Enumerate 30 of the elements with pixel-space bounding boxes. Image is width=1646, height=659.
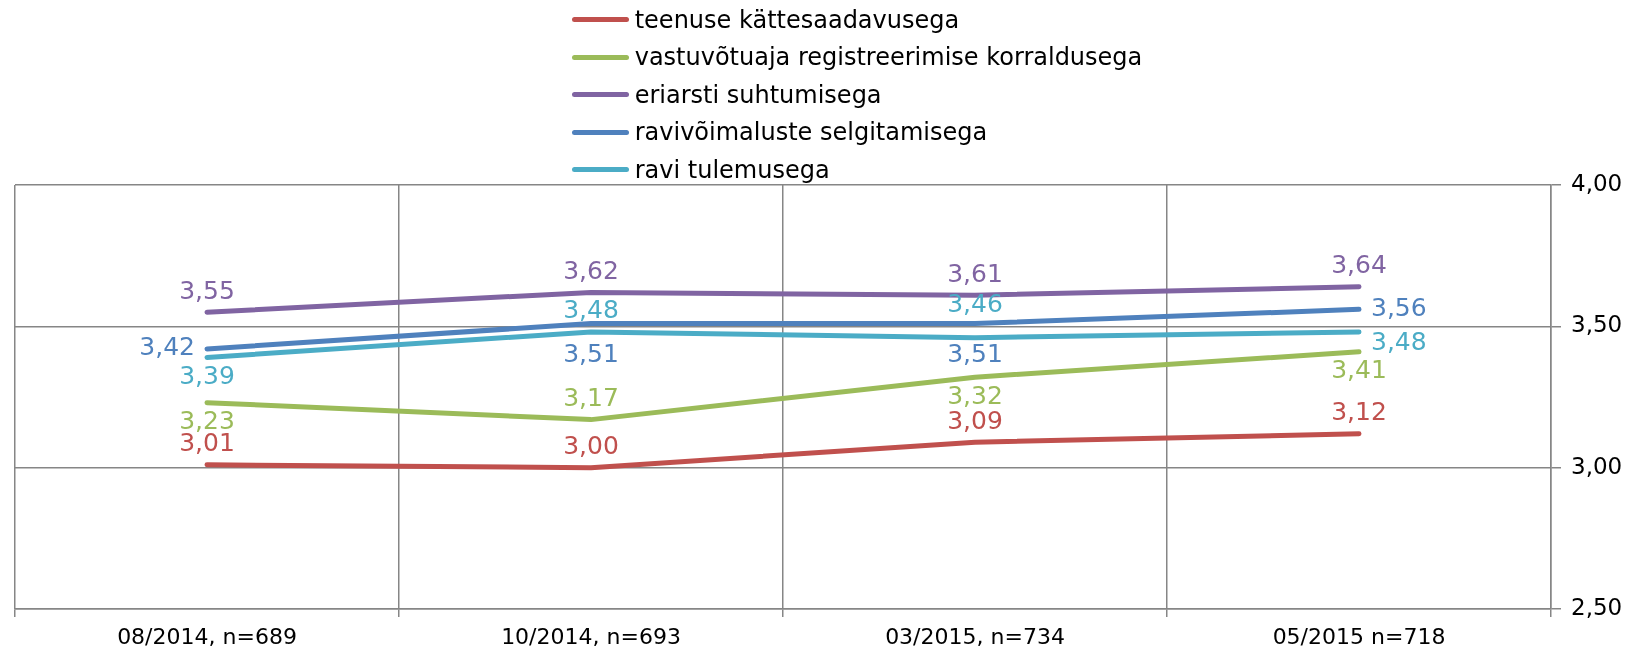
x-tick-label: 10/2014, n=693 (501, 623, 681, 649)
data-label: 3,51 (947, 339, 1003, 369)
data-label: 3,62 (563, 255, 619, 285)
data-label: 3,51 (563, 339, 619, 369)
data-label: 3,48 (1371, 327, 1427, 357)
legend-label: ravivõimaluste selgitamisega (634, 118, 988, 147)
data-label: 3,42 (139, 332, 195, 362)
data-label: 3,64 (1331, 250, 1387, 280)
x-tick-label: 08/2014, n=689 (117, 623, 297, 649)
data-label: 3,17 (563, 383, 619, 413)
legend-label: ravi tulemusega (634, 155, 830, 184)
data-label: 3,61 (947, 258, 1003, 288)
data-label: 3,46 (947, 289, 1003, 319)
data-label: 3,32 (947, 380, 1003, 410)
data-label: 3,00 (563, 431, 619, 461)
y-tick-label: 3,00 (1571, 452, 1623, 479)
data-label: 3,39 (179, 360, 235, 390)
data-label: 3,41 (1331, 355, 1387, 385)
data-label: 3,48 (563, 295, 619, 325)
legend-label: vastuvõtuaja registreerimise korraldusega (634, 43, 1143, 72)
y-tick-label: 3,50 (1571, 311, 1623, 338)
legend-label: eriarsti suhtumisega (634, 80, 882, 109)
data-label: 3,55 (179, 275, 235, 305)
y-tick-label: 2,50 (1571, 593, 1623, 620)
legend-label: teenuse kättesaadavusega (634, 5, 960, 34)
data-label: 3,12 (1331, 397, 1387, 427)
data-label: 3,56 (1371, 292, 1427, 322)
x-tick-label: 03/2015, n=734 (885, 623, 1065, 649)
x-tick-label: 05/2015 n=718 (1272, 623, 1446, 649)
y-tick-label: 4,00 (1571, 169, 1623, 196)
